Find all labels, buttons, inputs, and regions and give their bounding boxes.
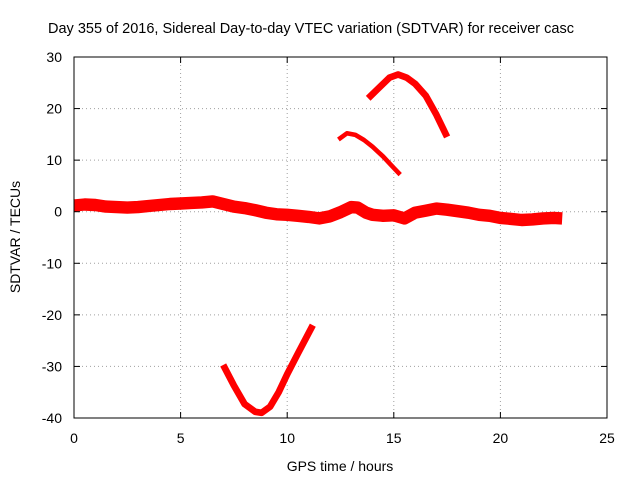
x-tick-label: 5 <box>177 430 185 446</box>
x-tick-label: 20 <box>493 430 509 446</box>
series-main-track <box>73 195 563 227</box>
y-tick-label: -20 <box>42 307 62 323</box>
y-tick-label: -10 <box>42 255 62 271</box>
y-axis-label: SDTVAR / TECUs <box>7 181 23 293</box>
x-tick-label: 15 <box>386 430 402 446</box>
series-lower-arc <box>220 323 316 417</box>
grid-lines <box>74 57 607 418</box>
series-layer <box>73 71 563 417</box>
y-tick-label: 20 <box>46 101 62 117</box>
plot-frame <box>73 56 608 419</box>
x-tick-label: 10 <box>279 430 295 446</box>
x-tick-label: 25 <box>599 430 615 446</box>
y-tick-label: 30 <box>46 49 62 65</box>
y-tick-label: -40 <box>42 410 62 426</box>
x-axis-label: GPS time / hours <box>287 458 394 474</box>
y-tick-label: 0 <box>54 204 62 220</box>
y-tick-label: 10 <box>46 152 62 168</box>
chart-title: Day 355 of 2016, Sidereal Day-to-day VTE… <box>48 21 574 37</box>
axis-ticks: 0 5 10 15 20 25 30 20 10 0 -10 -20 -30 -40 <box>42 49 615 446</box>
series-upper-arc <box>365 71 451 139</box>
y-tick-label: -30 <box>42 358 62 374</box>
x-tick-label: 0 <box>70 430 78 446</box>
series-middle-arc <box>337 131 402 177</box>
